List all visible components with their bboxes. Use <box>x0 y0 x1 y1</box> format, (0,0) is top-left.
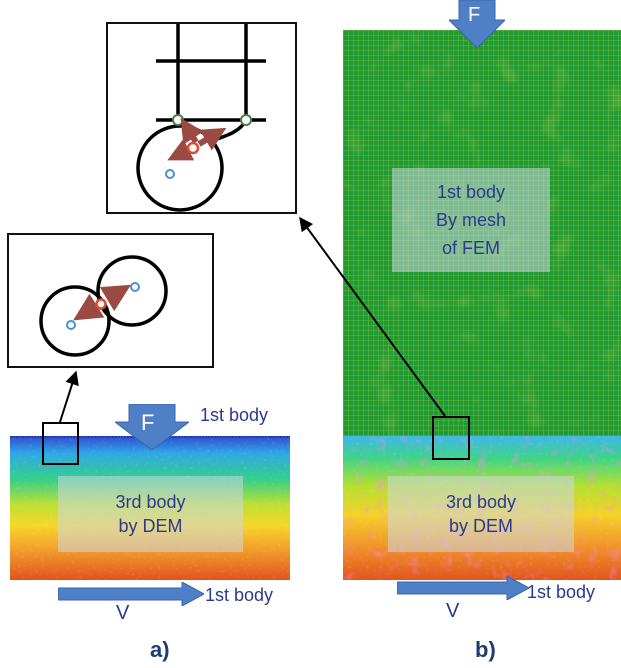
third-body-line1-b: 3rd body <box>445 492 517 512</box>
force-label-a: F <box>141 410 155 435</box>
zoom-region-b <box>432 416 470 460</box>
bottom-body-label-a: 1st body <box>205 585 274 605</box>
velocity-label-b: V <box>446 600 460 622</box>
third-body-line1-a: 3rd body <box>115 492 186 512</box>
force-arrow-a <box>115 404 189 450</box>
velocity-arrow-a <box>58 582 204 606</box>
first-body-line1: 1st body <box>436 182 506 202</box>
third-body-label-b: 3rd body by DEM <box>388 476 574 552</box>
third-body-line2-b: by DEM <box>448 516 513 536</box>
first-body-fem-label: 1st body By mesh of FEM <box>392 168 550 272</box>
third-body-label-a: 3rd body by DEM <box>58 476 243 552</box>
panel-label-a: a) <box>150 637 170 662</box>
dem-contact-sketch <box>39 255 168 357</box>
third-body-line2-a: by DEM <box>118 516 183 536</box>
first-body-line2: By mesh <box>435 210 507 230</box>
zoom-region-a <box>42 422 79 465</box>
top-body-label-a: 1st body <box>200 405 269 425</box>
velocity-label-a: V <box>116 602 130 624</box>
force-arrow-b <box>449 0 505 48</box>
velocity-arrow-b <box>397 576 529 600</box>
first-body-line3: of FEM <box>441 238 500 258</box>
inset-fem-contact <box>106 22 297 214</box>
panel-label-b: b) <box>475 637 496 662</box>
fem-contact-sketch <box>136 24 266 212</box>
bottom-body-label-b: 1st body <box>527 582 596 602</box>
force-label-b: F <box>468 4 481 26</box>
inset-dem-contact <box>7 233 214 368</box>
